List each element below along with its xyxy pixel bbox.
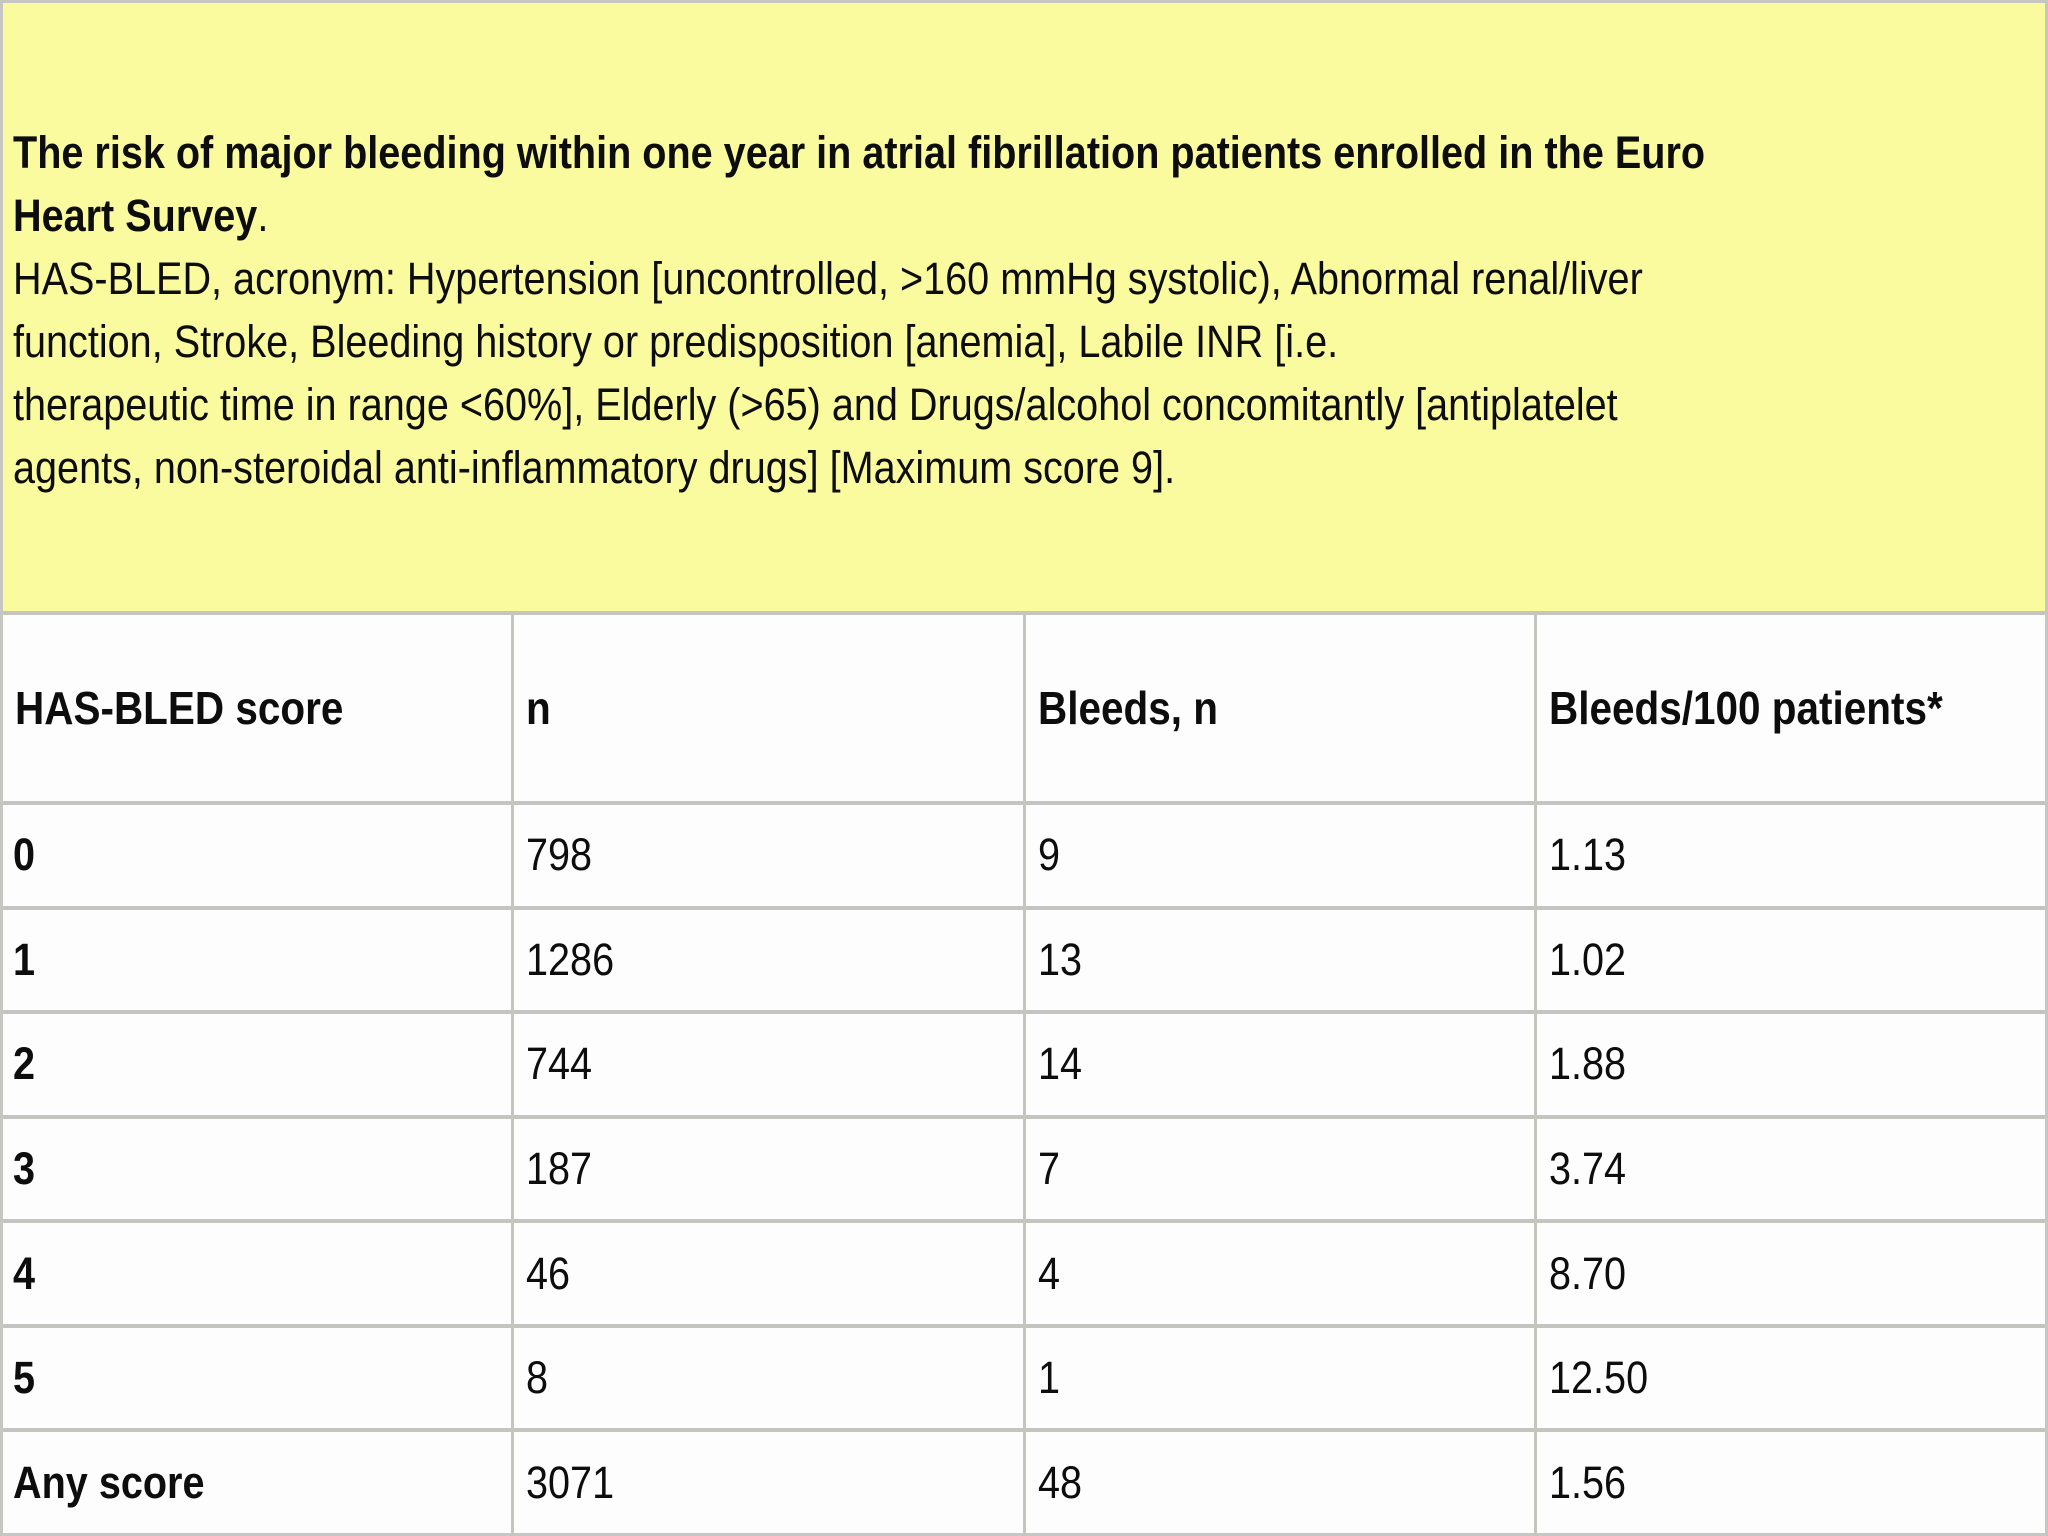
n-value: 1286 xyxy=(526,933,615,985)
caption-line: function, Stroke, Bleeding history or pr… xyxy=(13,310,1784,373)
cell-hasbled-score: 0 xyxy=(3,805,512,906)
bleeds-per-100-value: 1.13 xyxy=(1548,829,1626,881)
n-value: 3071 xyxy=(526,1456,615,1508)
caption-line: The risk of major bleeding within one ye… xyxy=(13,121,1784,184)
table-row: Any score 3071 48 1.56 xyxy=(3,1432,2045,1533)
caption-regular-text: therapeutic time in range <60%], Elderly… xyxy=(13,379,1618,430)
cell-bleeds-per-100: 3.74 xyxy=(1536,1118,2045,1220)
bleeds-per-100-value: 1.02 xyxy=(1548,933,1626,985)
cell-n: 3071 xyxy=(514,1432,1023,1533)
hasbled-score-value: 5 xyxy=(13,1352,36,1404)
cell-hasbled-score: 3 xyxy=(3,1118,512,1220)
cell-hasbled-score: 2 xyxy=(3,1014,512,1115)
cell-bleeds-n: 14 xyxy=(1025,1014,1534,1115)
hasbled-score-value: Any score xyxy=(13,1456,205,1508)
n-value: 46 xyxy=(526,1247,571,1299)
cell-bleeds-n: 9 xyxy=(1025,805,1534,906)
bleeds-per-100-value: 1.88 xyxy=(1548,1038,1626,1090)
caption-line: Heart Survey. xyxy=(13,184,1784,247)
caption-line: agents, non-steroidal anti-inflammatory … xyxy=(13,436,1784,499)
caption-bold-text: The risk of major bleeding within one ye… xyxy=(13,127,1706,178)
caption-regular-text: HAS-BLED, acronym: Hypertension [uncontr… xyxy=(13,253,1643,304)
caption-line: HAS-BLED, acronym: Hypertension [uncontr… xyxy=(13,247,1784,310)
hasbled-score-value: 0 xyxy=(13,829,36,881)
bleeds-per-100-value: 3.74 xyxy=(1548,1143,1626,1195)
caption-regular-text: . xyxy=(257,190,269,241)
caption-line: therapeutic time in range <60%], Elderly… xyxy=(13,373,1784,436)
table-row: 1 1286 13 1.02 xyxy=(3,909,2045,1011)
column-header-label: n xyxy=(526,682,551,734)
cell-n: 744 xyxy=(514,1014,1023,1115)
cell-n: 798 xyxy=(514,805,1023,906)
cell-n: 187 xyxy=(514,1118,1023,1220)
table-row: 3 187 7 3.74 xyxy=(3,1118,2045,1220)
table-header-row: HAS-BLED score n Bleeds, n Bleeds/100 pa… xyxy=(3,615,2045,801)
column-header: HAS-BLED score xyxy=(3,615,512,801)
cell-bleeds-n: 4 xyxy=(1025,1223,1534,1324)
table-row: 5 8 1 12.50 xyxy=(3,1327,2045,1429)
cell-bleeds-per-100: 1.02 xyxy=(1536,909,2045,1011)
hasbled-score-value: 4 xyxy=(13,1247,36,1299)
column-header: Bleeds, n xyxy=(1025,615,1534,801)
n-value: 744 xyxy=(526,1038,593,1090)
cell-bleeds-per-100: 1.13 xyxy=(1536,805,2045,906)
table-row: 0 798 9 1.13 xyxy=(3,805,2045,906)
cell-hasbled-score: 4 xyxy=(3,1223,512,1324)
bleeds-n-value: 13 xyxy=(1037,933,1082,985)
column-header-label: Bleeds, n xyxy=(1037,682,1218,734)
bleeds-n-value: 9 xyxy=(1037,829,1060,881)
bleeds-per-100-value: 8.70 xyxy=(1548,1247,1626,1299)
column-header-label: Bleeds/100 patients* xyxy=(1548,682,1943,734)
bleeds-n-value: 14 xyxy=(1037,1038,1082,1090)
column-header: Bleeds/100 patients* xyxy=(1536,615,2045,801)
bleeds-n-value: 4 xyxy=(1037,1247,1060,1299)
bleeds-n-value: 7 xyxy=(1037,1143,1060,1195)
cell-bleeds-per-100: 1.88 xyxy=(1536,1014,2045,1115)
table-row: 2 744 14 1.88 xyxy=(3,1014,2045,1115)
cell-bleeds-per-100: 8.70 xyxy=(1536,1223,2045,1324)
cell-bleeds-n: 1 xyxy=(1025,1327,1534,1429)
bleeds-n-value: 1 xyxy=(1037,1352,1060,1404)
bleeds-per-100-value: 12.50 xyxy=(1548,1352,1648,1404)
n-value: 8 xyxy=(526,1352,549,1404)
cell-n: 8 xyxy=(514,1327,1023,1429)
column-header: n xyxy=(514,615,1023,801)
n-value: 798 xyxy=(526,829,593,881)
hasbled-risk-table: HAS-BLED score n Bleeds, n Bleeds/100 pa… xyxy=(3,615,2045,1533)
bleeds-per-100-value: 1.56 xyxy=(1548,1456,1626,1508)
bleeds-n-value: 48 xyxy=(1037,1456,1082,1508)
cell-bleeds-n: 7 xyxy=(1025,1118,1534,1220)
caption-bold-text: Heart Survey xyxy=(13,190,258,241)
caption-regular-text: agents, non-steroidal anti-inflammatory … xyxy=(13,442,1176,493)
cell-bleeds-per-100: 12.50 xyxy=(1536,1327,2045,1429)
cell-bleeds-per-100: 1.56 xyxy=(1536,1432,2045,1533)
hasbled-score-value: 2 xyxy=(13,1038,36,1090)
cell-bleeds-n: 13 xyxy=(1025,909,1534,1011)
table-row: 4 46 4 8.70 xyxy=(3,1223,2045,1324)
caption-regular-text: function, Stroke, Bleeding history or pr… xyxy=(13,316,1339,367)
cell-hasbled-score: 5 xyxy=(3,1327,512,1429)
figure-caption: The risk of major bleeding within one ye… xyxy=(3,3,2045,615)
cell-n: 1286 xyxy=(514,909,1023,1011)
column-header-label: HAS-BLED score xyxy=(15,682,344,734)
n-value: 187 xyxy=(526,1143,593,1195)
hasbled-score-value: 1 xyxy=(13,933,36,985)
cell-n: 46 xyxy=(514,1223,1023,1324)
cell-hasbled-score: 1 xyxy=(3,909,512,1011)
cell-bleeds-n: 48 xyxy=(1025,1432,1534,1533)
cell-hasbled-score: Any score xyxy=(3,1432,512,1533)
hasbled-score-value: 3 xyxy=(13,1143,36,1195)
